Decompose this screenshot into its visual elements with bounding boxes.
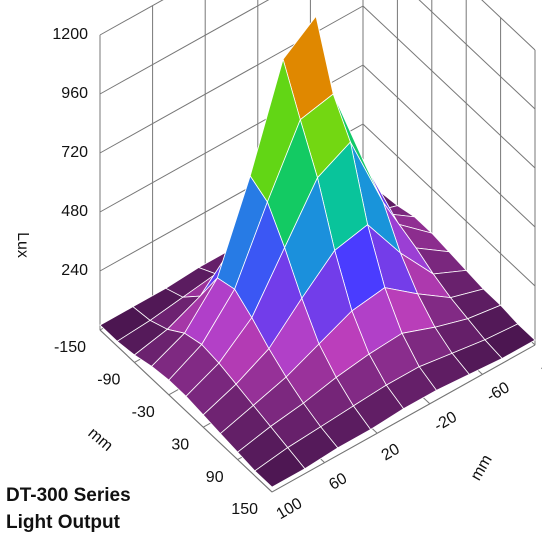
chart-title: DT-300 Series Light Output [6, 485, 131, 533]
x-tick-label: -30 [132, 404, 155, 421]
y-tick-label: 20 [379, 441, 403, 465]
y-tick-label: 60 [326, 470, 350, 494]
z-tick-label: 960 [61, 85, 88, 102]
z-tick-label: 240 [61, 262, 88, 279]
grid-line [271, 344, 536, 493]
y-tick-label: -60 [484, 379, 513, 405]
x-tick-label: 90 [206, 469, 224, 486]
y-tick-label: -100 [537, 345, 542, 376]
grid-line [418, 0, 536, 110]
x-axis-label: mm [84, 425, 115, 455]
grid-line [481, 0, 536, 51]
x-tick-label: 150 [231, 501, 258, 518]
grid-line [99, 0, 164, 36]
y-tick-label: 100 [274, 495, 306, 523]
grid-line [362, 123, 536, 287]
grid-line [362, 64, 536, 228]
z-tick-label: 1200 [52, 26, 88, 43]
grid-line [362, 5, 536, 169]
z-axis-label: Lux [14, 232, 31, 258]
z-tick-label: 720 [61, 144, 88, 161]
x-tick-label: 30 [171, 436, 189, 453]
y-tick-label: -20 [431, 409, 460, 435]
z-tick-label: 480 [61, 203, 88, 220]
grid-line [99, 329, 273, 493]
x-tick-label: -90 [97, 372, 120, 389]
grid-line [99, 0, 270, 95]
y-axis-label: mm [468, 452, 496, 484]
surface-patch [254, 447, 306, 488]
x-tick-label: -150 [54, 339, 86, 356]
